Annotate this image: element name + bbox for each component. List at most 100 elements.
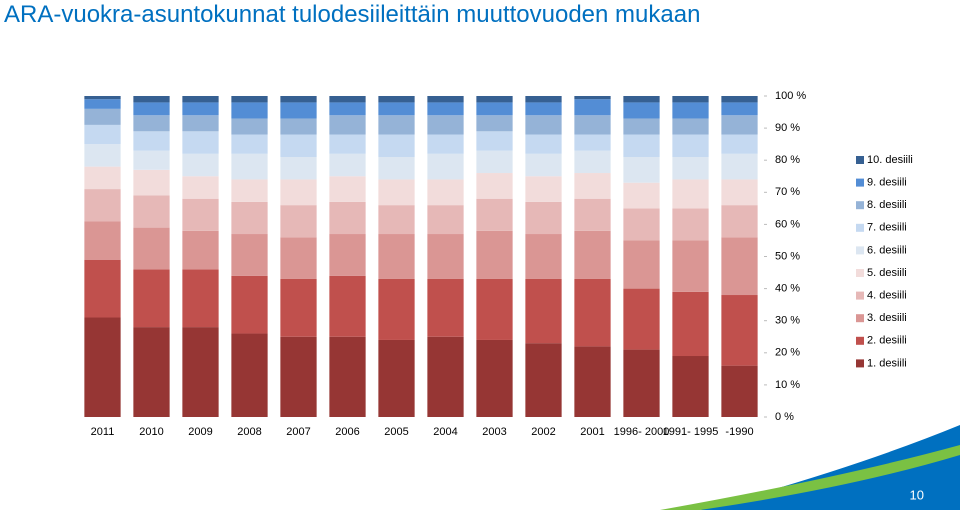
legend-swatch: [856, 314, 864, 323]
bar-segment: [574, 173, 611, 199]
bar-segment: [280, 102, 317, 119]
x-tick-label: 2001: [580, 426, 604, 438]
bar-segment: [574, 99, 611, 116]
bar-segment: [84, 96, 121, 100]
bar-segment: [525, 176, 562, 202]
bar-segment: [476, 115, 513, 132]
bar-segment: [182, 230, 219, 270]
bar-segment: [84, 124, 121, 145]
bar-segment: [623, 349, 660, 417]
legend-label: 10. desiili: [867, 154, 913, 166]
y-tick-label: 100 %: [775, 90, 806, 102]
bar-segment: [280, 134, 317, 157]
legend-label: 4. desiili: [867, 290, 907, 302]
legend-swatch: [856, 223, 864, 232]
bar-segment: [623, 288, 660, 350]
bar-segment: [721, 115, 758, 135]
x-tick-label: 2010: [139, 426, 163, 438]
bar-segment: [378, 96, 415, 103]
bar-segment: [672, 96, 709, 103]
x-tick-label: 2011: [91, 426, 115, 438]
bar-segment: [231, 118, 268, 135]
chart-title: ARA-vuokra-asuntokunnat tulodesiileittäi…: [4, 1, 700, 28]
legend-label: 1. desiili: [867, 357, 907, 369]
bar-segment: [84, 99, 121, 109]
bar-segment: [525, 96, 562, 103]
bar-segment: [280, 237, 317, 279]
bar-segment: [329, 96, 366, 103]
legend-swatch: [856, 201, 864, 210]
y-tick-label: 40 %: [775, 283, 800, 295]
y-tick-label: 10 %: [775, 379, 800, 391]
page-number: 10: [910, 487, 924, 502]
legend-label: 7. desiili: [867, 222, 907, 234]
bar-segment: [231, 96, 268, 103]
bar-segment: [378, 234, 415, 279]
bar-segment: [525, 278, 562, 344]
bar-segment: [427, 205, 464, 235]
x-tick-label: 2003: [482, 426, 506, 438]
bar-segment: [525, 343, 562, 417]
bar-segment: [672, 118, 709, 135]
bar-segment: [84, 189, 121, 222]
bar-segment: [427, 336, 464, 417]
bar-segment: [133, 195, 170, 228]
bar-segment: [329, 102, 366, 116]
bar-segment: [378, 278, 415, 340]
bar-segment: [427, 115, 464, 135]
bar-segment: [672, 134, 709, 157]
bar-segment: [672, 102, 709, 119]
bar-segment: [574, 115, 611, 135]
bar-segment: [182, 269, 219, 328]
bar-segment: [378, 156, 415, 180]
bar-segment: [84, 166, 121, 190]
bar-segment: [721, 96, 758, 103]
bar-segment: [378, 115, 415, 135]
bar-segment: [476, 278, 513, 340]
legend-label: 2. desiili: [867, 335, 907, 347]
bar-segment: [574, 96, 611, 100]
y-tick-label: 20 %: [775, 347, 800, 359]
bar-segment: [721, 134, 758, 154]
bar-segment: [574, 230, 611, 279]
bar-segment: [231, 153, 268, 180]
bar-segment: [231, 134, 268, 154]
bar-segment: [84, 317, 121, 417]
y-tick-label: 80 %: [775, 154, 800, 166]
bar-segment: [329, 275, 366, 337]
bar-segment: [574, 150, 611, 174]
bar-segment: [133, 102, 170, 116]
bar-segment: [672, 240, 709, 292]
bar-segment: [133, 115, 170, 132]
bar-segment: [231, 179, 268, 202]
legend-swatch: [856, 156, 864, 164]
legend-swatch: [856, 178, 864, 187]
bar-segment: [378, 205, 415, 235]
bar-segment: [476, 198, 513, 231]
bar-segment: [329, 176, 366, 202]
bar-segment: [182, 131, 219, 154]
bar-segment: [476, 96, 513, 103]
bar-segment: [427, 278, 464, 337]
bar-segment: [623, 182, 660, 209]
bar-segment: [231, 333, 268, 417]
bar-segment: [721, 365, 758, 417]
bar-segment: [231, 234, 268, 276]
bar-segment: [84, 108, 121, 125]
bar-segment: [427, 102, 464, 116]
bar-segment: [476, 173, 513, 199]
bar-segment: [721, 295, 758, 366]
y-tick-label: 50 %: [775, 250, 800, 262]
bar-segment: [427, 96, 464, 103]
bar-segment: [231, 102, 268, 119]
bar-segment: [133, 131, 170, 151]
legend-swatch: [856, 269, 864, 277]
bar-segment: [672, 179, 709, 209]
bar-segment: [182, 198, 219, 231]
bar-segment: [280, 118, 317, 135]
bar-segment: [672, 156, 709, 180]
bar-segment: [329, 134, 366, 154]
x-tick-label: 2008: [237, 426, 261, 438]
bar-segment: [427, 234, 464, 279]
